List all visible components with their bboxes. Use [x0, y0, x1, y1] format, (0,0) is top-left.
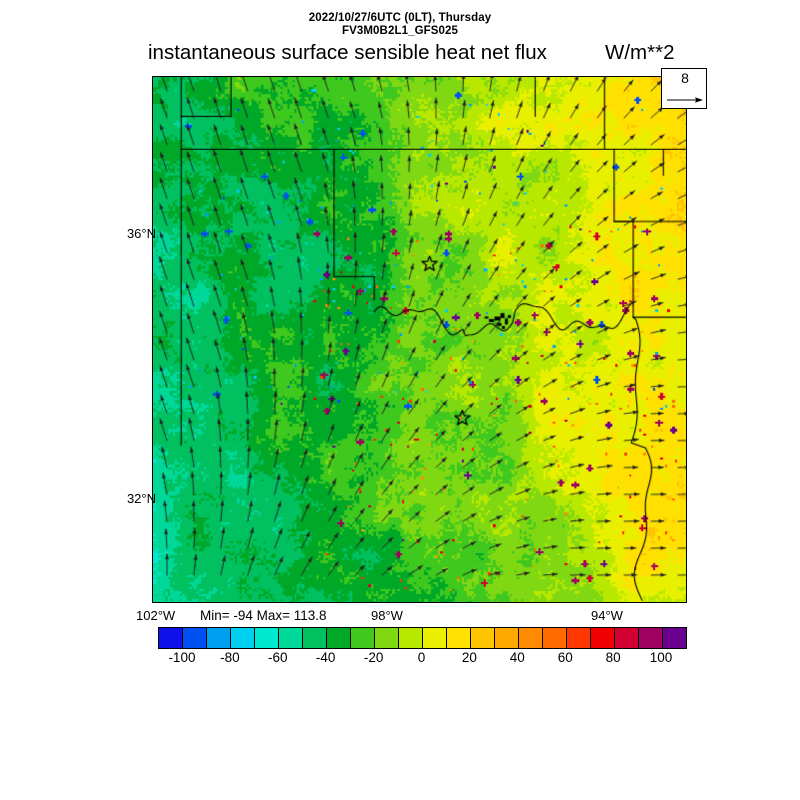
colorbar-cell-3 [231, 628, 255, 648]
colorbar-cell-0 [159, 628, 183, 648]
colorbar-cell-13 [471, 628, 495, 648]
page-title: instantaneous surface sensible heat net … [148, 41, 547, 64]
colorbar-cell-17 [567, 628, 591, 648]
colorbar-cell-20 [639, 628, 663, 648]
colorbar-cell-14 [495, 628, 519, 648]
colorbar-cell-5 [279, 628, 303, 648]
colorbar[interactable] [158, 627, 687, 649]
colorbar-cell-7 [327, 628, 351, 648]
colorbar-tick--60: -60 [268, 650, 288, 665]
vector-scale-value: 8 [681, 70, 689, 86]
subtitle-datetime: 2022/10/27/6UTC (0LT), Thursday [308, 12, 492, 24]
subtitle-model-name: FV3M0B2L1_GFS025 [341, 25, 458, 37]
colorbar-cell-16 [543, 628, 567, 648]
title-block: 2022/10/27/6UTC (0LT), Thursday FV3M0B2L… [0, 12, 800, 38]
min-max-statistics: Min= -94 Max= 113.8 [200, 608, 327, 623]
map-plot-area[interactable] [152, 76, 687, 603]
colorbar-tick-80: 80 [605, 650, 621, 665]
colorbar-tick-40: 40 [509, 650, 525, 665]
colorbar-cell-12 [447, 628, 471, 648]
units-label: W/m**2 [605, 41, 675, 64]
colorbar-tick--100: -100 [168, 650, 196, 665]
colorbar-cell-21 [663, 628, 686, 648]
colorbar-cell-1 [183, 628, 207, 648]
colorbar-cell-10 [399, 628, 423, 648]
colorbar-tick-labels: -100 -80 -60 -40 -20 0 20 40 60 80 100 [158, 650, 685, 668]
colorbar-tick-100: 100 [649, 650, 673, 665]
colorbar-tick-20: 20 [461, 650, 477, 665]
colorbar-tick-0: 0 [417, 650, 426, 665]
colorbar-tick--80: -80 [220, 650, 240, 665]
colorbar-tick--20: -20 [363, 650, 384, 665]
vector-scale-legend: 8 [661, 68, 707, 109]
colorbar-cell-18 [591, 628, 615, 648]
colorbar-cell-9 [375, 628, 399, 648]
lon-label-98w: 98°W [371, 608, 403, 623]
colorbar-cell-11 [423, 628, 447, 648]
colorbar-tick-60: 60 [557, 650, 573, 665]
lat-label-36n: 36°N [126, 226, 156, 241]
colorbar-cell-6 [303, 628, 327, 648]
lon-label-102w: 102°W [136, 608, 176, 623]
colorbar-cell-19 [615, 628, 639, 648]
lon-label-94w: 94°W [591, 608, 623, 623]
colorbar-cell-4 [255, 628, 279, 648]
colorbar-cell-15 [519, 628, 543, 648]
main-title-row: instantaneous surface sensible heat net … [0, 41, 800, 67]
lat-label-32n: 32°N [126, 491, 156, 506]
colorbar-cell-8 [351, 628, 375, 648]
reference-vector-arrow-icon [667, 97, 703, 103]
colorbar-tick--40: -40 [315, 650, 336, 665]
heatmap-canvas [153, 77, 686, 602]
colorbar-cell-2 [207, 628, 231, 648]
